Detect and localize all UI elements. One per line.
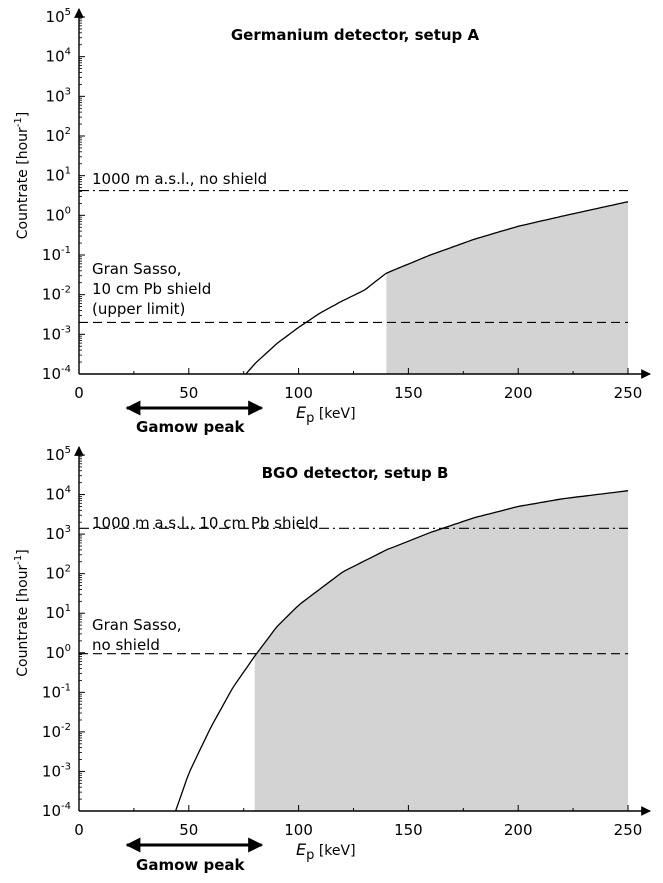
x-tick-label: 50	[179, 384, 198, 402]
y-tick-label: 10-2	[42, 285, 71, 304]
x-tick-label: 100	[284, 821, 313, 839]
x-axis-title: Ep [keV]	[296, 840, 356, 863]
reference-label-dashdot: 1000 m a.s.l., 10 cm Pb shield	[92, 514, 319, 532]
reference-label-dashed: Gran Sasso, 10 cm Pb shield (upper limit)	[92, 260, 211, 318]
y-tick-label: 102	[46, 564, 71, 583]
y-tick-label: 10-3	[42, 761, 71, 780]
y-tick-label: 10-2	[42, 722, 71, 741]
countrate-curve	[174, 490, 629, 812]
y-axis-title: Countrate [hour-1]	[13, 549, 31, 676]
y-tick-label: 104	[46, 485, 71, 504]
shaded-region	[386, 201, 628, 374]
y-tick-label: 103	[46, 86, 71, 105]
y-tick-label: 101	[46, 603, 71, 622]
x-tick-label: 150	[394, 821, 423, 839]
x-tick-label: 250	[614, 821, 643, 839]
x-tick-label: 200	[504, 384, 533, 402]
shaded-region	[254, 490, 628, 811]
x-tick-label: 250	[614, 384, 643, 402]
x-tick-label: 100	[284, 384, 313, 402]
x-tick-label: 0	[74, 384, 84, 402]
x-tick-label: 200	[504, 821, 533, 839]
x-tick-label: 50	[179, 821, 198, 839]
y-tick-label: 105	[46, 445, 71, 464]
y-axis-title: Countrate [hour-1]	[13, 112, 31, 239]
y-tick-label: 10-1	[42, 682, 71, 701]
y-tick-label: 101	[46, 166, 71, 185]
y-tick-label: 10-4	[42, 801, 71, 820]
y-tick-label: 100	[46, 205, 71, 224]
x-tick-label: 0	[74, 821, 84, 839]
y-tick-label: 10-3	[42, 324, 71, 343]
reference-label-dashdot: 1000 m a.s.l., no shield	[92, 170, 267, 188]
y-tick-label: 104	[46, 47, 71, 66]
reference-label-dashed: Gran Sasso, no shield	[92, 616, 182, 654]
y-tick-label: 102	[46, 126, 71, 145]
chart-panel-1: 0 50 100 150 200 250 10-4 10-3 10-2 10-1 100 101 102…	[13, 7, 651, 436]
x-tick-label: 150	[394, 384, 423, 402]
y-tick-label: 100	[46, 643, 71, 662]
chart-title: BGO detector, setup B	[262, 464, 449, 482]
y-tick-label: 10-1	[42, 245, 71, 264]
y-tick-label: 10-4	[42, 364, 71, 383]
y-tick-label: 105	[46, 7, 71, 26]
chart-panel-2: 0 50 100 150 200 250 10-4 10-3 10-2 10-1 100 101 102…	[13, 445, 651, 874]
y-tick-label: 103	[46, 524, 71, 543]
x-axis-title: Ep [keV]	[296, 403, 356, 426]
gamow-peak-label: Gamow peak	[136, 418, 245, 436]
chart-title: Germanium detector, setup A	[231, 26, 480, 44]
gamow-peak-label: Gamow peak	[136, 856, 245, 874]
countrate-curve	[245, 201, 629, 375]
